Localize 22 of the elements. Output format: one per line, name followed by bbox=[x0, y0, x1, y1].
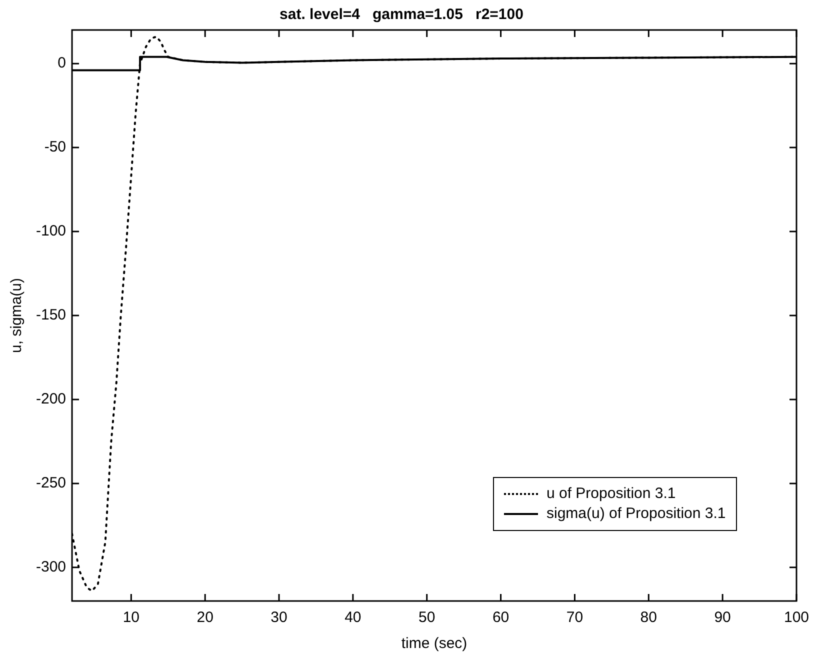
x-tick-label: 70 bbox=[566, 609, 584, 626]
y-tick-label: -150 bbox=[36, 306, 66, 324]
y-tick-label: -250 bbox=[36, 474, 66, 492]
y-tick-label: 0 bbox=[58, 54, 66, 72]
x-tick-label: 80 bbox=[640, 609, 657, 626]
y-tick-label: -200 bbox=[36, 390, 66, 408]
legend-label: sigma(u) of Proposition 3.1 bbox=[546, 504, 726, 524]
x-tick-label: 40 bbox=[344, 609, 362, 626]
y-tick-label: -100 bbox=[36, 222, 66, 240]
x-tick-label: 30 bbox=[270, 609, 288, 626]
y-tick-label: -50 bbox=[44, 138, 66, 156]
x-tick-label: 10 bbox=[122, 609, 140, 626]
y-tick-label: -300 bbox=[36, 558, 66, 576]
x-tick-label: 90 bbox=[714, 609, 731, 626]
x-tick-label: 100 bbox=[784, 609, 809, 626]
chart-title: sat. level=4 gamma=1.05 r2=100 bbox=[280, 6, 524, 24]
x-tick-label: 20 bbox=[196, 609, 214, 626]
x-tick-label: 50 bbox=[418, 609, 436, 626]
x-axis-title: time (sec) bbox=[401, 635, 468, 652]
y-axis-title: u, sigma(u) bbox=[8, 278, 26, 354]
legend-label: u of Proposition 3.1 bbox=[546, 484, 676, 504]
x-tick-label: 60 bbox=[492, 609, 510, 626]
